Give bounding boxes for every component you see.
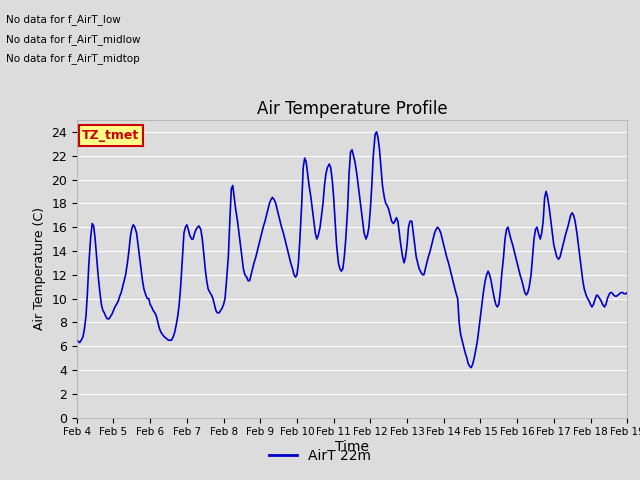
Text: No data for f_AirT_midlow: No data for f_AirT_midlow [6,34,141,45]
Text: No data for f_AirT_low: No data for f_AirT_low [6,14,121,25]
Y-axis label: Air Temperature (C): Air Temperature (C) [33,207,45,330]
X-axis label: Time: Time [335,440,369,454]
Text: TZ_tmet: TZ_tmet [83,129,140,142]
Title: Air Temperature Profile: Air Temperature Profile [257,100,447,119]
Text: No data for f_AirT_midtop: No data for f_AirT_midtop [6,53,140,64]
Legend: AirT 22m: AirT 22m [264,443,376,468]
